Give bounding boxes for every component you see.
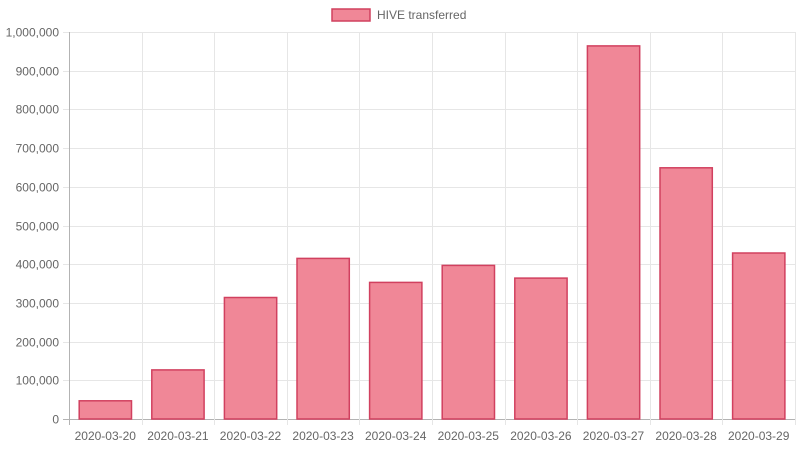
bar-2020-03-27[interactable] [586,45,641,420]
bar-2020-03-26[interactable] [514,277,568,420]
y-tick-label: 500,000 [16,220,60,234]
bar-2020-03-24[interactable] [368,281,423,420]
y-tick-label: 900,000 [16,65,60,79]
legend-label[interactable]: HIVE transferred [377,8,466,22]
y-tick-label: 800,000 [16,103,60,117]
bar-2020-03-21[interactable] [151,369,205,420]
y-tick-label: 600,000 [16,181,60,195]
x-tick-label: 2020-03-29 [728,429,790,443]
bars [78,45,786,420]
legend[interactable]: HIVE transferred [331,8,466,22]
bar-2020-03-29[interactable] [731,252,786,420]
x-tick-label: 2020-03-28 [655,429,717,443]
x-tick-label: 2020-03-23 [292,429,354,443]
bar-2020-03-28[interactable] [659,167,714,420]
bar-2020-03-20[interactable] [78,400,133,420]
bar-2020-03-23[interactable] [296,257,351,420]
y-tick-label: 0 [52,413,59,427]
bar-2020-03-22[interactable] [223,296,278,420]
y-axis: 0 100,000 200,000 300,000 400,000 500,000 600,… [6,26,60,427]
x-tick-label: 2020-03-21 [147,429,209,443]
y-tick-label: 300,000 [16,297,60,311]
x-tick-label: 2020-03-26 [510,429,572,443]
bar-2020-03-25[interactable] [441,264,496,420]
grid [63,32,796,425]
x-axis: 2020-03-20 2020-03-21 2020-03-22 2020-03-23… [75,429,790,443]
y-tick-label: 1,000,000 [6,26,60,40]
x-tick-label: 2020-03-20 [75,429,137,443]
x-tick-label: 2020-03-27 [583,429,645,443]
y-tick-label: 400,000 [16,258,60,272]
x-tick-label: 2020-03-25 [438,429,500,443]
x-tick-label: 2020-03-22 [220,429,282,443]
y-tick-label: 700,000 [16,142,60,156]
legend-swatch[interactable] [331,8,371,22]
x-tick-label: 2020-03-24 [365,429,427,443]
y-tick-label: 200,000 [16,336,60,350]
y-tick-label: 100,000 [16,374,60,388]
